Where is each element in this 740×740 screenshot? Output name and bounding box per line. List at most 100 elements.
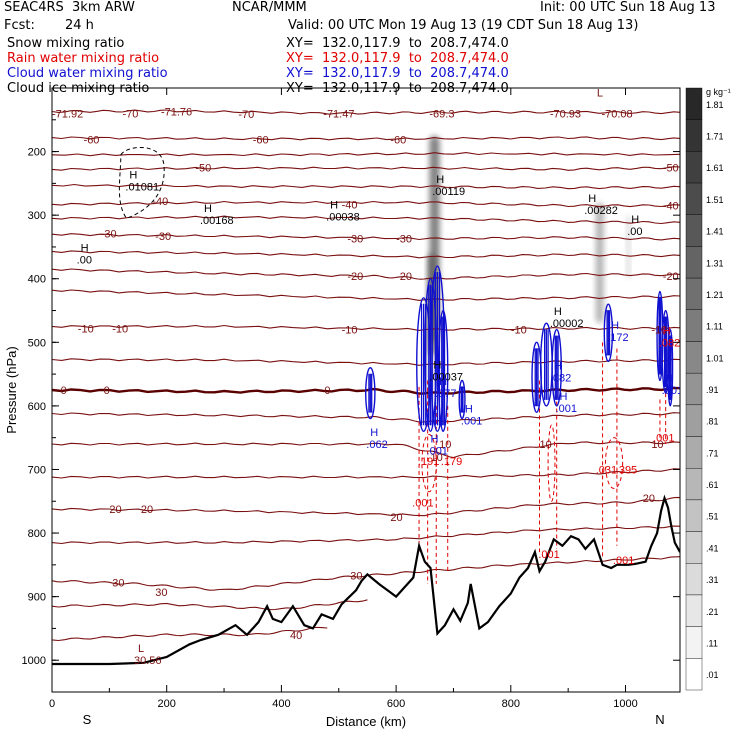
extremum-value: .00038 <box>326 211 360 223</box>
colorbar-swatch <box>685 87 703 120</box>
y-tick-label: 600 <box>28 401 46 413</box>
center-name: NCAR/MMM <box>232 0 307 15</box>
y-axis-title: Pressure (hPa) <box>4 346 19 433</box>
extremum-value: .00037 <box>429 372 463 384</box>
colorbar-tick-label: .51 <box>706 512 719 522</box>
isotherm-label: -30 <box>347 234 363 246</box>
extremum-value: .01081 <box>125 182 159 194</box>
extremum-value: .062 <box>366 439 387 451</box>
extremum-value: .395 <box>616 464 637 476</box>
extremum-marker: H <box>370 427 378 439</box>
y-tick-label: 800 <box>28 528 46 540</box>
colorbar-tick-label: .11 <box>706 638 718 648</box>
isotherm-40 <box>52 626 328 642</box>
rain-loop-1 <box>604 437 624 490</box>
extremum-value: .00119 <box>432 186 465 198</box>
isotherm-35 <box>52 599 368 611</box>
isotherm-20 <box>52 496 680 517</box>
isotherm-label: -40 <box>663 201 679 213</box>
y-tick-label: 500 <box>28 337 46 349</box>
snow-outline <box>118 146 165 219</box>
x-tick-label: 400 <box>272 698 290 710</box>
xy-line-cloud: XY= 132.0,117.9 to 208.7,474.0 <box>286 66 509 81</box>
extremum-value: .001 <box>538 549 559 561</box>
isotherm-label: -10 <box>651 325 667 337</box>
x-tick-label: 200 <box>158 698 176 710</box>
isotherm-label: -30 <box>155 231 171 243</box>
isotherm-label: -60 <box>253 134 269 146</box>
field-rain: Rain water mixing ratio <box>7 51 160 66</box>
xy-line-ice: XY= 132.0,117.9 to 208.7,474.0 <box>286 81 509 96</box>
extremum-marker: H <box>588 193 596 205</box>
terrain-profile <box>52 494 680 666</box>
x-axis-title: Distance (km) <box>326 714 406 729</box>
isotherm--50 <box>52 166 680 171</box>
isotherm-label: 30 <box>350 571 362 583</box>
cloud-water-contours <box>118 146 674 433</box>
colorbar-swatch <box>685 151 703 184</box>
isotherm-label: -50 <box>195 162 211 174</box>
extremum-marker: L <box>138 643 144 655</box>
isotherm--15 <box>52 289 680 301</box>
extremum-marker: H <box>431 433 439 445</box>
isotherm-0 <box>52 386 680 395</box>
isotherm-15 <box>52 468 680 479</box>
colorbar-tick-label: 1.01 <box>706 353 724 363</box>
isotherm-label: 20 <box>109 504 121 516</box>
extremum-value: .00002 <box>550 318 584 330</box>
colorbar-tick-label: .21 <box>706 607 719 617</box>
x-end-label-south: S <box>83 712 92 727</box>
isotherm--20 <box>52 268 680 280</box>
colorbar-swatch <box>685 277 703 310</box>
isotherm-label: -30 <box>396 234 412 246</box>
fcst-label: Fcst: <box>4 18 35 33</box>
isotherm--40 <box>52 200 680 208</box>
colorbar-swatch <box>685 182 703 215</box>
extremum-marker: H <box>554 360 562 372</box>
snow-shading-2 <box>595 202 604 324</box>
extremum-value: .0828 <box>659 337 687 349</box>
isotherm-label: 40 <box>290 630 302 642</box>
isotherm-label: 20 <box>643 493 655 505</box>
extremum-value: -70.93 <box>550 108 581 120</box>
colorbar-swatch <box>685 531 703 564</box>
isotherm-label: -60 <box>390 134 406 146</box>
field-cloud-ice: Cloud ice mixing ratio <box>7 81 150 96</box>
extremum-value: .001 <box>412 498 433 510</box>
extremum-value: .00 <box>77 255 92 267</box>
colorbar-tick-label: 1.61 <box>706 163 724 173</box>
x-tick-label: 0 <box>49 698 55 710</box>
cloud-water-contour-0 <box>365 367 376 420</box>
colorbar-swatch <box>685 309 703 342</box>
isotherm-label: 30 <box>155 587 167 599</box>
colorbar-tick-label: .31 <box>706 575 719 585</box>
init-time: Init: 00 UTC Sun 18 Aug 13 <box>540 0 716 15</box>
isotherm-label: -71.92 <box>52 108 83 120</box>
cloud-water-contour-12 <box>667 328 674 407</box>
isotherm-label: -60 <box>84 134 100 146</box>
colorbar-swatch <box>685 341 703 374</box>
colorbar-tick-label: 1.41 <box>706 227 724 237</box>
extremum-value: .001 <box>653 433 674 445</box>
isotherm--60 <box>52 136 680 141</box>
isotherm-label: 20 <box>390 512 402 524</box>
extremum-marker: L <box>597 88 603 100</box>
colorbar-tick-label: .61 <box>706 480 719 490</box>
extremum-value: .031 <box>596 464 617 476</box>
extremum-marker: H <box>81 243 89 255</box>
colorbar-swatch <box>685 214 703 247</box>
field-cloud-water: Cloud water mixing ratio <box>7 66 168 81</box>
isotherm--35 <box>52 215 680 225</box>
extremum-value: .00282 <box>584 205 618 217</box>
extremum-value: -71.47 <box>323 108 354 120</box>
terrain-line <box>52 494 680 666</box>
isotherm-label: 30 <box>112 578 124 590</box>
colorbar-tick-label: 1.71 <box>706 132 724 142</box>
extremum-marker: H <box>129 170 137 182</box>
colorbar-swatch <box>685 594 703 627</box>
plot-frame <box>51 87 681 693</box>
isotherm-label: 10 <box>651 439 663 451</box>
x-end-label-north: N <box>655 712 664 727</box>
extremum-value: .00 <box>627 226 642 238</box>
plot-border <box>51 87 681 693</box>
